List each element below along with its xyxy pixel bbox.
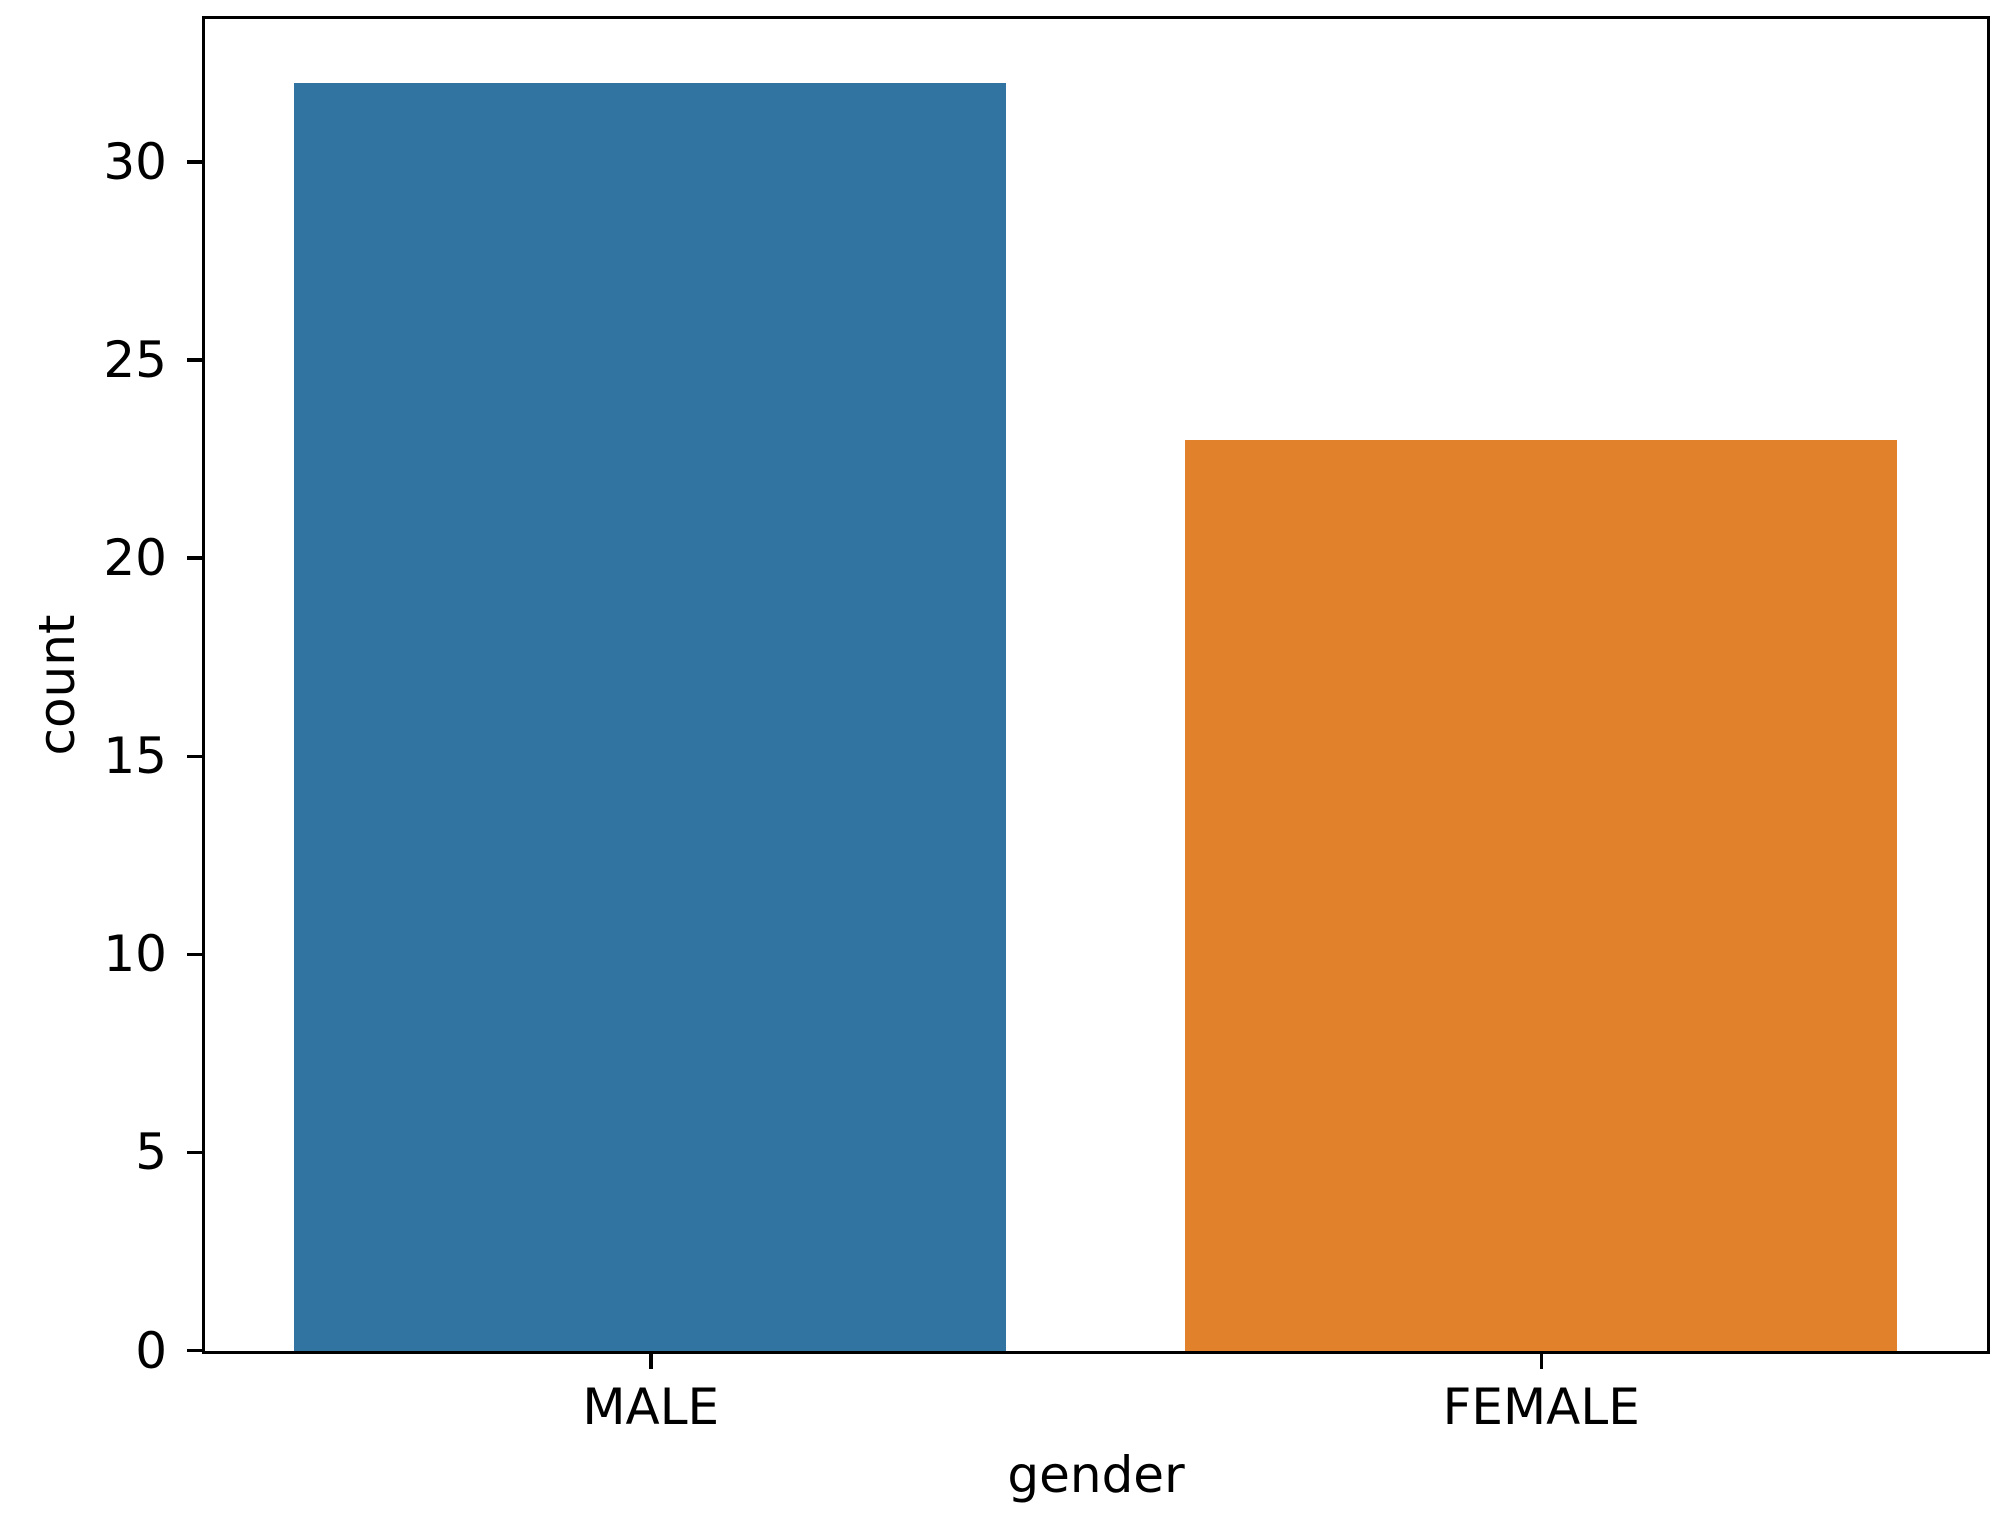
y-tick-mark <box>187 556 202 560</box>
y-tick-label: 30 <box>103 133 167 192</box>
x-tick-mark <box>1539 1354 1543 1369</box>
y-tick-mark <box>187 952 202 957</box>
x-tick-label-male: MALE <box>582 1378 720 1436</box>
y-tick-label: 10 <box>103 925 167 984</box>
x-tick-label-female: FEMALE <box>1442 1378 1640 1436</box>
bar-female <box>1184 439 1897 1351</box>
y-tick-mark <box>187 358 202 362</box>
y-tick-mark <box>187 160 202 164</box>
y-tick-label: 5 <box>135 1123 167 1182</box>
y-tick-label: 20 <box>103 529 167 588</box>
x-tick-mark <box>649 1354 653 1369</box>
plot-area <box>202 16 1990 1354</box>
y-tick-mark <box>187 1348 202 1353</box>
y-axis-label: count <box>28 614 86 756</box>
y-tick-mark <box>187 754 202 759</box>
y-tick-label: 0 <box>135 1321 167 1380</box>
bar-male <box>294 83 1007 1351</box>
y-tick-label: 25 <box>103 331 167 390</box>
y-tick-mark <box>187 1150 202 1155</box>
x-axis-label: gender <box>1007 1446 1185 1504</box>
y-tick-label: 15 <box>103 727 167 786</box>
